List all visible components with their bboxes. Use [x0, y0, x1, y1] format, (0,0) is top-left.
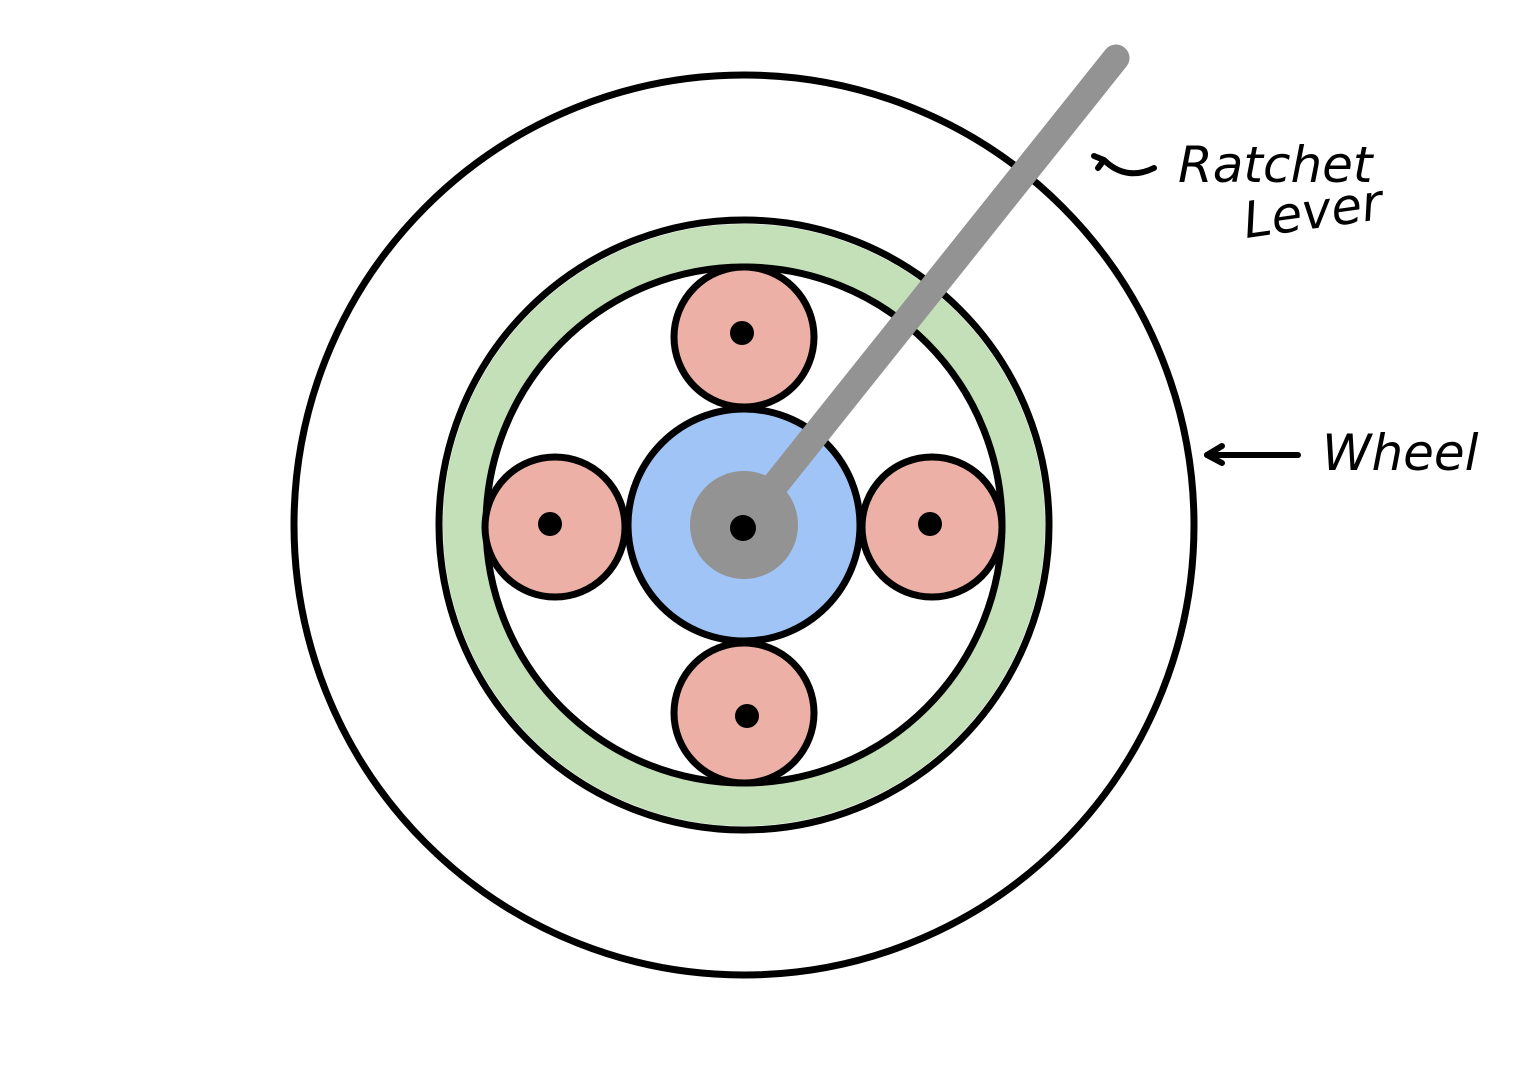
roller-bottom-pin: [735, 704, 759, 728]
roller-left-pin: [538, 512, 562, 536]
roller-left: [481, 453, 629, 601]
roller-bottom: [670, 639, 818, 787]
roller-right-pin: [918, 512, 942, 536]
ring-outer-edge: [435, 216, 1053, 834]
wheel-label: Wheel: [1322, 424, 1479, 482]
ratchet-lever-label-line1: Ratchet: [1178, 136, 1375, 194]
ratchet-lever-arm: [730, 44, 1130, 538]
center-pin: [730, 515, 756, 541]
roller-top-pin: [730, 321, 754, 345]
arrow-left-icon: [1204, 443, 1225, 466]
roller-right: [858, 453, 1006, 601]
roller-top: [670, 263, 818, 411]
ratchet-ring: [443, 224, 1045, 826]
arrow-left-icon: [1091, 153, 1157, 177]
